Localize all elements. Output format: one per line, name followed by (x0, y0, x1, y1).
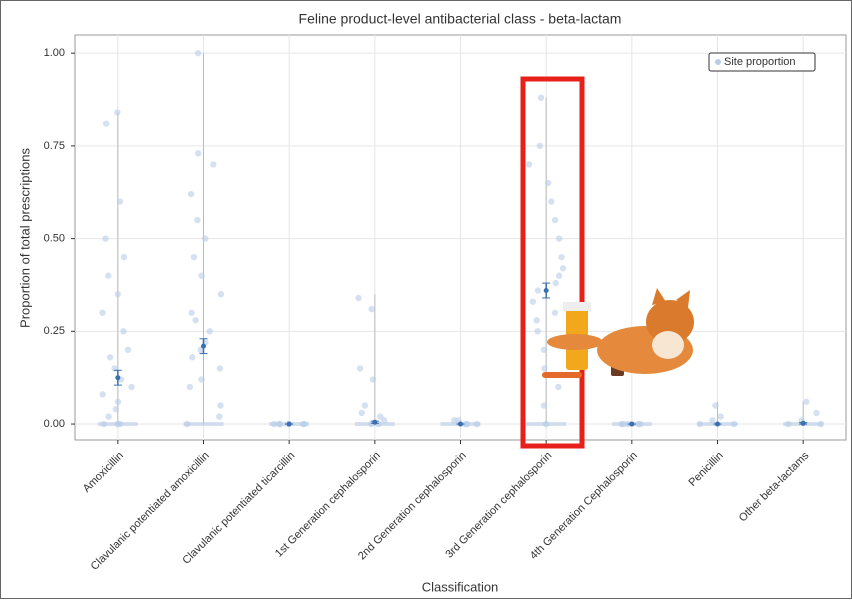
mean-point (801, 421, 806, 426)
point (359, 410, 365, 416)
y-tick-label: 0.25 (44, 325, 65, 337)
mean-point (201, 344, 206, 349)
point (188, 191, 194, 197)
point (105, 273, 111, 279)
point (115, 291, 121, 297)
point (541, 347, 547, 353)
point (555, 384, 561, 390)
point (195, 150, 201, 156)
point (217, 365, 223, 371)
mean-point (458, 422, 463, 427)
chart-title: Feline product-level antibacterial class… (299, 11, 622, 27)
point (191, 254, 197, 260)
point (192, 317, 198, 323)
point (105, 413, 111, 419)
point (128, 384, 134, 390)
point (355, 295, 361, 301)
point (117, 198, 123, 204)
point (114, 109, 120, 115)
cat-paw (547, 334, 603, 350)
point (210, 161, 216, 167)
point (717, 413, 723, 419)
point (107, 354, 113, 360)
point (813, 410, 819, 416)
point (545, 180, 551, 186)
point (216, 413, 222, 419)
point (537, 143, 543, 149)
point (558, 254, 564, 260)
mean-point (115, 375, 120, 380)
point (189, 354, 195, 360)
point (202, 235, 208, 241)
point (541, 365, 547, 371)
point (552, 217, 558, 223)
point (803, 399, 809, 405)
point (538, 94, 544, 100)
y-tick-label: 0.75 (44, 140, 65, 152)
point (99, 391, 105, 397)
point (103, 120, 109, 126)
mean-point (287, 422, 292, 427)
x-axis-label: Classification (422, 579, 499, 594)
point (552, 310, 558, 316)
y-tick-label: 1.00 (44, 47, 65, 59)
cat-chest (652, 331, 684, 359)
point (188, 310, 194, 316)
mean-point (544, 288, 549, 293)
point (535, 287, 541, 293)
zero-band (526, 422, 566, 426)
point (121, 254, 127, 260)
point (115, 399, 121, 405)
point (541, 402, 547, 408)
point (548, 198, 554, 204)
syringe (542, 372, 582, 378)
point (560, 265, 566, 271)
y-axis-label: Proportion of total prescriptions (17, 148, 32, 328)
point (195, 50, 201, 56)
point (194, 217, 200, 223)
zero-band (98, 422, 138, 426)
mean-point (629, 422, 634, 427)
point (377, 413, 383, 419)
point (534, 328, 540, 334)
point (556, 235, 562, 241)
point (370, 376, 376, 382)
point (553, 280, 559, 286)
point (556, 273, 562, 279)
y-tick-label: 0.00 (44, 418, 65, 430)
point (533, 317, 539, 323)
pill-cap (563, 302, 591, 311)
y-tick-label: 0.50 (44, 233, 65, 245)
chart: Feline product-level antibacterial class… (0, 0, 852, 599)
point (530, 298, 536, 304)
legend-label: Site proportion (724, 56, 796, 68)
point (113, 406, 119, 412)
point (362, 402, 368, 408)
point (125, 347, 131, 353)
point (218, 291, 224, 297)
point (99, 310, 105, 316)
point (357, 365, 363, 371)
mean-point (715, 422, 720, 427)
point (187, 384, 193, 390)
point (120, 328, 126, 334)
zero-band (184, 422, 224, 426)
point (712, 402, 718, 408)
point (102, 235, 108, 241)
mean-point (372, 420, 377, 425)
point (217, 402, 223, 408)
point (368, 306, 374, 312)
point (526, 161, 532, 167)
point (198, 376, 204, 382)
point (198, 273, 204, 279)
legend-swatch (715, 59, 721, 65)
point (206, 328, 212, 334)
